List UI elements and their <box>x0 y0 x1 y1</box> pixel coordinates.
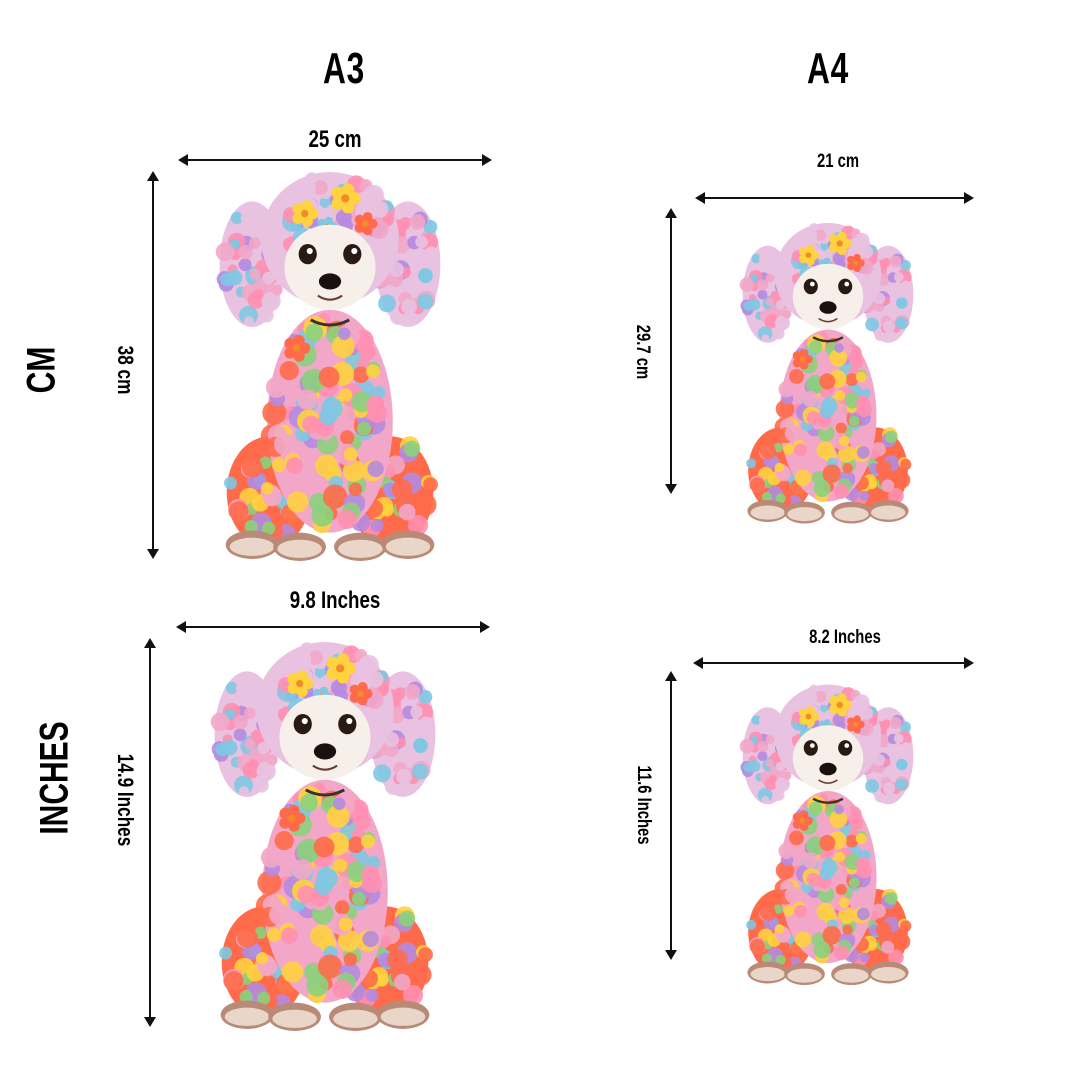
column-header-a4: A4 <box>807 44 849 93</box>
a3-cm-height-label: 38 cm <box>113 345 138 395</box>
column-header-a3: A3 <box>323 44 365 93</box>
a4-in-height-arrow <box>665 671 677 960</box>
poodle-image-a3-in <box>207 638 443 1033</box>
poodle-image-a3-cm <box>212 168 448 563</box>
a4-cm-height-label: 29.7 cm <box>632 324 653 380</box>
a3-in-width-label: 9.8 Inches <box>289 587 381 614</box>
poodle-image-a4-in <box>738 678 918 990</box>
row-header-inches: INCHES <box>32 721 77 835</box>
a4-cm-height-arrow <box>665 208 677 494</box>
a4-cm-width-label: 21 cm <box>816 151 860 172</box>
a4-in-height-label: 11.6 Inches <box>633 765 654 845</box>
a4-in-width-label: 8.2 Inches <box>809 627 881 648</box>
a3-in-height-arrow <box>144 638 156 1027</box>
poodle-image-a4-cm <box>738 216 918 529</box>
a3-in-height-label: 14.9 Inches <box>113 753 138 847</box>
a3-cm-height-arrow <box>147 171 159 559</box>
a3-cm-width-label: 25 cm <box>308 126 362 153</box>
a3-in-width-arrow <box>176 621 490 633</box>
a3-cm-width-arrow <box>178 154 492 166</box>
a4-cm-width-arrow <box>695 192 974 204</box>
row-header-cm: CM <box>19 346 64 394</box>
a4-in-width-arrow <box>693 657 974 669</box>
